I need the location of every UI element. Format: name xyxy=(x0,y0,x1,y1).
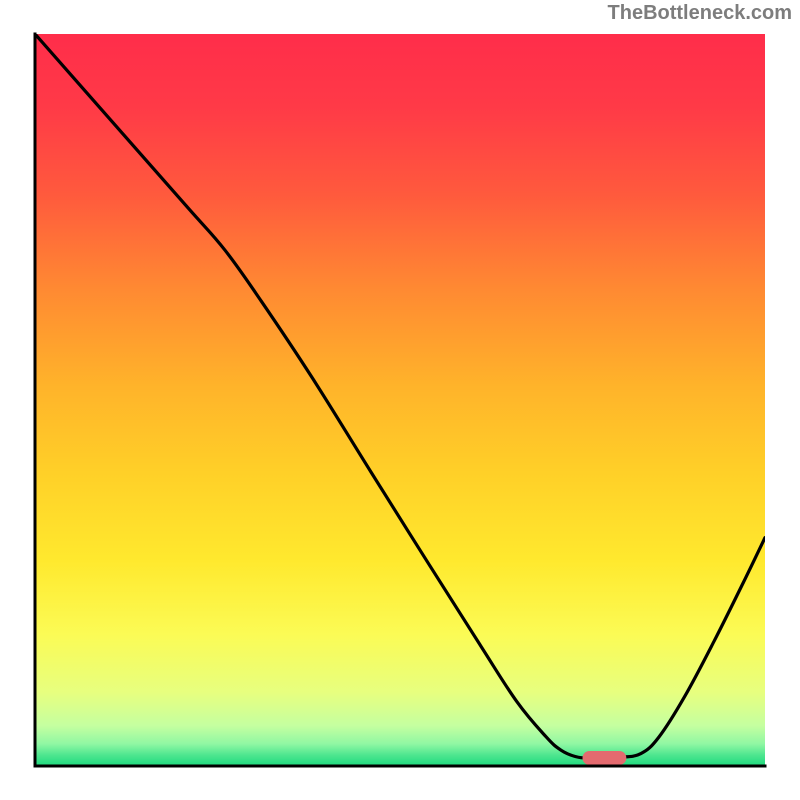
chart-container: TheBottleneck.com xyxy=(0,0,800,800)
bottleneck-curve-chart xyxy=(0,0,800,800)
optimal-range-marker xyxy=(583,751,627,765)
gradient-background xyxy=(35,34,765,766)
